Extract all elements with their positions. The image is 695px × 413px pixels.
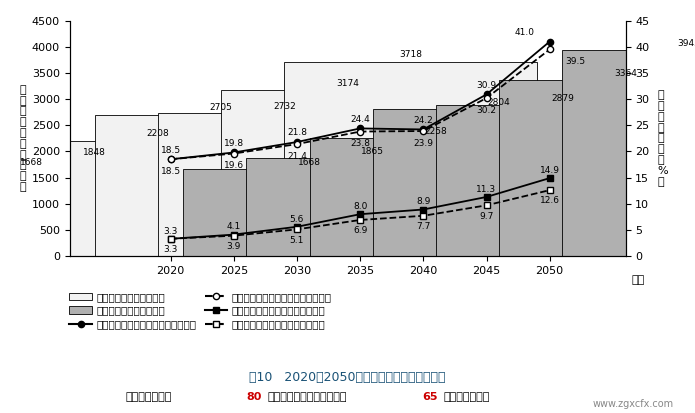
- Text: 3.9: 3.9: [227, 242, 241, 251]
- Text: 12.6: 12.6: [540, 197, 559, 205]
- Bar: [221, 90, 474, 256]
- Text: 19.6: 19.6: [224, 161, 244, 171]
- Text: 年份: 年份: [632, 275, 645, 285]
- Text: 3174: 3174: [336, 79, 359, 88]
- Text: 65: 65: [423, 392, 438, 402]
- Text: 24.2: 24.2: [414, 116, 433, 125]
- Text: 注：高龄人口指: 注：高龄人口指: [125, 392, 172, 402]
- Bar: [436, 105, 689, 256]
- Text: 39.5: 39.5: [565, 57, 585, 66]
- Legend: 高龄人口规模（方案一）, 高龄人口规模（方案二）, 高龄人口占老年人口比重（方案一）, 高龄人口占老年人口比重（方案二）, 高龄人口占总人口比重（方案一）, 高: 高龄人口规模（方案一）, 高龄人口规模（方案二）, 高龄人口占老年人口比重（方案…: [69, 292, 332, 329]
- Text: 3.3: 3.3: [163, 245, 178, 254]
- Text: 1668: 1668: [20, 158, 43, 167]
- Text: 4.1: 4.1: [227, 223, 241, 231]
- Text: 1668: 1668: [298, 158, 321, 167]
- Text: 6.9: 6.9: [353, 226, 368, 235]
- Text: 2879: 2879: [551, 94, 574, 103]
- Text: 1865: 1865: [361, 147, 384, 157]
- Bar: [0, 169, 158, 256]
- Bar: [373, 109, 626, 256]
- Text: 5.1: 5.1: [290, 236, 304, 244]
- Text: 2732: 2732: [273, 102, 295, 111]
- Text: 41.0: 41.0: [514, 28, 534, 37]
- Text: 30.2: 30.2: [477, 106, 496, 115]
- Text: 18.5: 18.5: [161, 145, 181, 154]
- Text: www.zgxcfx.com: www.zgxcfx.com: [593, 399, 674, 409]
- Text: 11.3: 11.3: [477, 185, 496, 194]
- Text: 岁及以上人口，老年人口指: 岁及以上人口，老年人口指: [268, 392, 347, 402]
- Text: 2258: 2258: [425, 127, 448, 136]
- Bar: [158, 113, 411, 256]
- Bar: [31, 140, 284, 256]
- Bar: [95, 114, 348, 256]
- Text: 图10   2020－2050年中国农村人口高龄化态势: 图10 2020－2050年中国农村人口高龄化态势: [250, 371, 445, 385]
- Bar: [284, 62, 537, 256]
- Bar: [0, 159, 221, 256]
- Text: 3364: 3364: [614, 69, 637, 78]
- Text: 80: 80: [246, 392, 261, 402]
- Text: 19.8: 19.8: [224, 139, 244, 148]
- Text: 14.9: 14.9: [540, 166, 559, 175]
- Text: 2208: 2208: [147, 129, 170, 138]
- Text: 24.4: 24.4: [350, 115, 370, 124]
- Text: 岁及以上人口。: 岁及以上人口。: [443, 392, 490, 402]
- Text: 5.6: 5.6: [290, 215, 304, 223]
- Text: 23.8: 23.8: [350, 140, 370, 148]
- Text: 9.7: 9.7: [480, 211, 493, 221]
- Bar: [562, 50, 695, 256]
- Text: 23.9: 23.9: [414, 139, 433, 148]
- Bar: [499, 80, 695, 256]
- Text: 21.8: 21.8: [287, 128, 307, 137]
- Text: 1848: 1848: [83, 148, 106, 157]
- Bar: [247, 159, 499, 256]
- Text: 30.9: 30.9: [477, 81, 496, 90]
- Text: 2705: 2705: [210, 104, 233, 112]
- Text: 7.7: 7.7: [416, 222, 430, 231]
- Bar: [183, 169, 436, 256]
- Text: 2804: 2804: [488, 98, 511, 107]
- Text: 8.0: 8.0: [353, 202, 368, 211]
- Text: 18.5: 18.5: [161, 167, 181, 176]
- Text: 3943: 3943: [677, 39, 695, 47]
- Bar: [309, 138, 562, 256]
- Text: 3718: 3718: [399, 50, 422, 59]
- Y-axis label: 高
龄
人
口
比
重
（
%
）: 高 龄 人 口 比 重 （ % ）: [657, 90, 669, 187]
- Y-axis label: 高
龄
人
口
规
模
（
万
人
）: 高 龄 人 口 规 模 （ 万 人 ）: [19, 85, 26, 192]
- Text: 8.9: 8.9: [416, 197, 430, 206]
- Text: 3.3: 3.3: [163, 227, 178, 236]
- Text: 21.4: 21.4: [287, 152, 307, 161]
